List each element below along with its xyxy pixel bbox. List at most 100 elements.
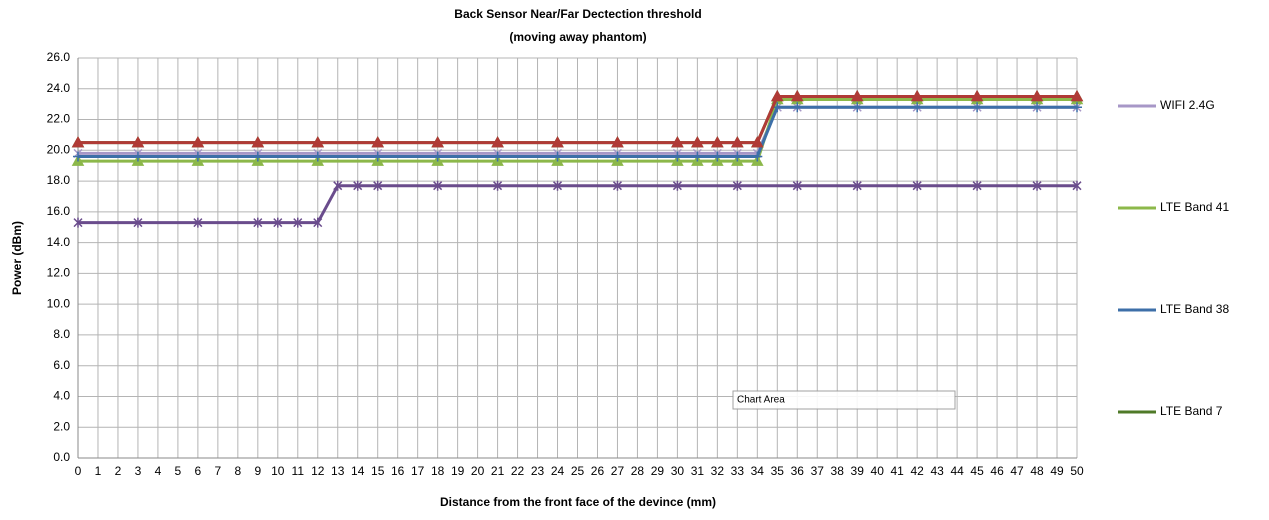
- x-tick-label: 0: [75, 464, 82, 478]
- series-line: [78, 98, 1077, 163]
- marker: [551, 136, 564, 148]
- legend-label: LTE Band 38: [1160, 302, 1229, 316]
- x-tick-label: 39: [851, 464, 865, 478]
- x-tick-label: 15: [371, 464, 385, 478]
- x-tick-label: 18: [431, 464, 445, 478]
- marker: [373, 180, 383, 191]
- marker: [493, 180, 503, 191]
- marker: [552, 180, 563, 191]
- marker: [251, 136, 265, 148]
- marker: [73, 151, 83, 162]
- marker: [313, 217, 323, 228]
- marker: [432, 151, 443, 162]
- x-tick-label: 32: [711, 464, 725, 478]
- y-tick-label: 20.0: [47, 142, 71, 156]
- x-tick-label: 38: [831, 464, 845, 478]
- marker: [970, 89, 984, 102]
- y-tick-label: 6.0: [53, 358, 70, 372]
- x-tick-label: 23: [531, 464, 545, 478]
- series-line: [78, 105, 1077, 158]
- y-tick-label: 8.0: [53, 327, 70, 341]
- marker: [552, 151, 563, 162]
- marker: [73, 217, 83, 228]
- x-tick-label: 26: [591, 464, 605, 478]
- x-tick-label: 17: [411, 464, 425, 478]
- marker: [792, 102, 803, 113]
- marker: [312, 151, 323, 162]
- y-axis-label: Power (dBm): [10, 221, 24, 295]
- y-tick-label: 24.0: [47, 81, 71, 95]
- marker: [731, 136, 744, 148]
- x-tick-label: 43: [930, 464, 944, 478]
- x-tick-label: 6: [195, 464, 202, 478]
- marker: [752, 151, 763, 162]
- x-tick-label: 29: [651, 464, 665, 478]
- x-tick-label: 40: [871, 464, 885, 478]
- marker: [431, 136, 444, 148]
- x-tick-label: 33: [731, 464, 745, 478]
- marker: [1070, 89, 1084, 102]
- marker: [132, 151, 143, 162]
- marker: [433, 180, 443, 191]
- x-tick-label: 49: [1050, 464, 1064, 478]
- marker: [972, 102, 983, 113]
- chart-title: Back Sensor Near/Far Dectection threshol…: [454, 7, 701, 21]
- series-line: [78, 184, 1077, 225]
- marker: [672, 151, 683, 162]
- x-tick-label: 46: [990, 464, 1004, 478]
- x-tick-label: 20: [471, 464, 485, 478]
- marker: [333, 180, 343, 191]
- marker: [672, 180, 682, 191]
- x-tick-label: 3: [135, 464, 142, 478]
- x-tick-label: 12: [311, 464, 325, 478]
- marker: [131, 136, 145, 148]
- x-tick-label: 47: [1010, 464, 1024, 478]
- x-tick-label: 21: [491, 464, 505, 478]
- x-tick-label: 2: [115, 464, 122, 478]
- x-tick-label: 30: [671, 464, 685, 478]
- marker: [751, 136, 764, 148]
- x-tick-label: 25: [571, 464, 585, 478]
- marker: [671, 136, 684, 148]
- marker: [293, 217, 303, 228]
- x-tick-label: 34: [751, 464, 765, 478]
- marker: [1072, 102, 1082, 113]
- y-tick-label: 12.0: [47, 266, 71, 280]
- marker: [191, 136, 205, 148]
- marker: [372, 151, 383, 162]
- x-tick-label: 50: [1070, 464, 1084, 478]
- marker: [133, 217, 143, 228]
- y-tick-label: 26.0: [47, 50, 71, 64]
- y-tick-label: 4.0: [53, 389, 70, 403]
- marker: [691, 136, 704, 148]
- x-tick-label: 24: [551, 464, 565, 478]
- chart-subtitle: (moving away phantom): [509, 30, 646, 44]
- x-tick-label: 19: [451, 464, 465, 478]
- marker: [852, 102, 863, 113]
- marker: [791, 89, 804, 102]
- x-tick-label: 44: [950, 464, 964, 478]
- marker: [311, 136, 325, 148]
- tooltip-text: Chart Area: [737, 395, 785, 406]
- marker: [612, 151, 623, 162]
- x-tick-label: 37: [811, 464, 825, 478]
- x-tick-label: 31: [691, 464, 705, 478]
- marker: [253, 217, 263, 228]
- x-tick-label: 4: [155, 464, 162, 478]
- marker: [912, 102, 923, 113]
- y-tick-label: 22.0: [47, 112, 71, 126]
- marker: [732, 180, 742, 191]
- x-tick-label: 1: [95, 464, 102, 478]
- y-tick-label: 0.0: [53, 450, 70, 464]
- marker: [1032, 102, 1043, 113]
- x-tick-label: 42: [910, 464, 924, 478]
- marker: [912, 180, 922, 191]
- marker: [353, 180, 363, 191]
- y-tick-label: 18.0: [47, 173, 71, 187]
- marker: [371, 136, 384, 148]
- legend-label: LTE Band 41: [1160, 200, 1229, 214]
- marker: [850, 89, 864, 102]
- marker: [71, 136, 85, 148]
- tooltip-box: [732, 390, 956, 410]
- y-tick-label: 2.0: [53, 419, 70, 433]
